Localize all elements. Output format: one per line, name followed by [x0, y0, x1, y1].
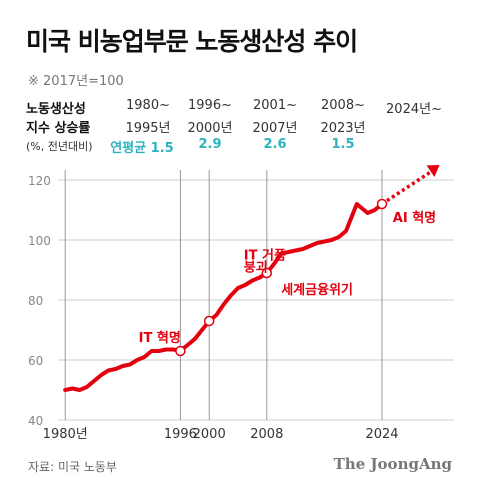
period-4-start: 2008~ [321, 98, 365, 113]
series-line [63, 202, 384, 392]
x-tick-label: 2024 [365, 427, 398, 442]
y-tick-label: 40 [28, 414, 43, 428]
period-4-end: 2023년 [320, 121, 366, 136]
period-1-start: 1980~ [126, 98, 170, 113]
brand-logo: The JoongAng [333, 455, 452, 473]
period-3-end: 2007년 [252, 121, 298, 136]
x-tick-label: 1980년 [43, 427, 88, 442]
period-2-end: 2000년 [187, 121, 233, 136]
period-2-start: 1996~ [188, 98, 232, 113]
marker-1996 [175, 345, 186, 357]
annotation-label: 붕괴 [244, 261, 268, 276]
period-1-rate: 연평균 1.5 [110, 141, 174, 156]
x-tick-label: 1996 [164, 427, 197, 442]
y-tick-label: 80 [28, 294, 43, 308]
marker-2008 [261, 267, 273, 279]
period-2-rate: 2.9 [198, 137, 222, 152]
period-5-start: 2024년~ [386, 102, 442, 117]
x-tick-label: 2008 [250, 427, 283, 442]
marker-2000 [203, 315, 215, 327]
chart-title: 미국 비농업부문 노동생산성 추이 [26, 27, 358, 56]
annotation-label: AI 혁명 [393, 210, 436, 226]
annotation-label: IT 혁명 [139, 330, 181, 346]
growth-label-line3: (%, 전년대비) [26, 140, 93, 153]
x-tick-label: 2000 [193, 427, 226, 442]
projection-line [381, 168, 435, 206]
y-tick-label: 120 [28, 174, 51, 188]
period-3-start: 2001~ [253, 98, 297, 113]
y-tick-label: 60 [28, 354, 43, 368]
chart-subtitle: ※ 2017년=100 [28, 74, 124, 89]
growth-rate-table: 노동생산성 지수 상승률 (%, 전년대비) 1980~ 1995년 연평균 1… [26, 98, 466, 158]
period-1-end: 1995년 [125, 121, 171, 136]
period-3-rate: 2.6 [263, 137, 287, 152]
source-note: 자료: 미국 노동부 [28, 460, 117, 474]
annotation-label: 세계금융위기 [281, 282, 353, 298]
projection-arrowhead [426, 165, 440, 177]
annotation-label: IT 거품 [244, 249, 286, 264]
period-4-rate: 1.5 [331, 137, 355, 152]
growth-label-line2: 지수 상승률 [26, 121, 91, 136]
marker-2024 [376, 198, 388, 210]
y-tick-label: 100 [28, 234, 51, 248]
growth-label-line1: 노동생산성 [26, 102, 86, 117]
